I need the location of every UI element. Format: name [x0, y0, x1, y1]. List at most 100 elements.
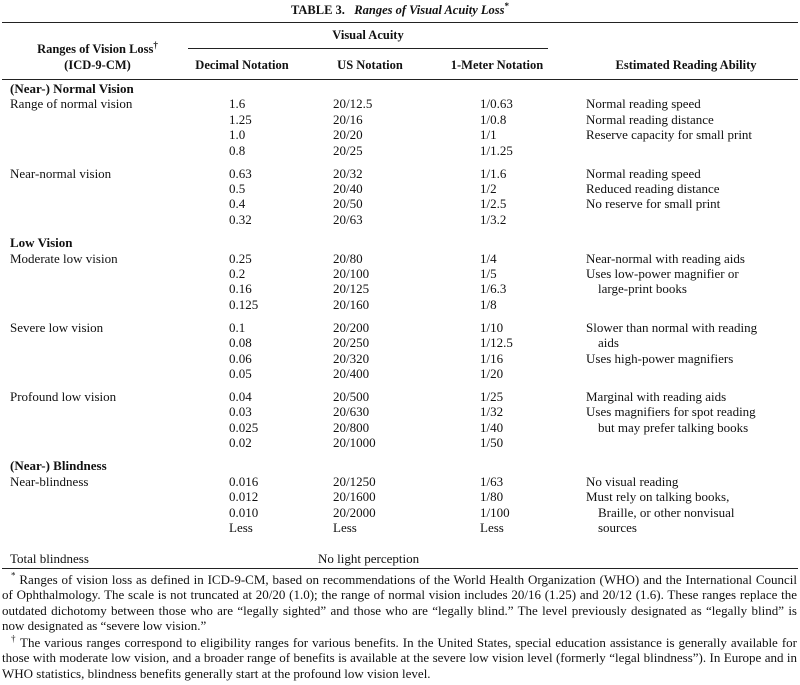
footnote-text: The various ranges correspond to eligibi… [2, 635, 797, 681]
acuity-value: 0.04 [229, 388, 252, 404]
reading-ability: sources [598, 520, 637, 536]
footnote-text: Ranges of vision loss as defined in ICD-… [2, 572, 797, 633]
footnotes: * Ranges of vision loss as defined in IC… [2, 570, 797, 683]
group-label-col: Near-blindness [10, 474, 229, 536]
group: Profound low vision 0.04 0.03 0.025 0.02 20/5… [10, 389, 800, 451]
reading-ability: Must rely on talking books, [586, 489, 730, 505]
group: Severe low vision 0.1 0.08 0.06 0.05 20/200 20… [10, 320, 800, 382]
reading-ability: large-print books [598, 281, 687, 297]
acuity-value: 1.6 [229, 96, 246, 112]
acuity-value: 20/100 [333, 265, 370, 281]
acuity-value: 20/800 [333, 419, 370, 435]
footnote: * Ranges of vision loss as defined in IC… [2, 570, 797, 633]
acuity-value: 1/2 [480, 180, 497, 196]
footnote-ref: † [153, 39, 158, 50]
acuity-value: 0.8 [229, 142, 246, 158]
group-rule [188, 48, 548, 49]
acuity-value: 1/5 [480, 265, 497, 281]
reading-ability: No visual reading [586, 473, 679, 489]
table-label: TABLE 3. [290, 3, 345, 17]
acuity-value: 20/125 [333, 281, 370, 297]
section-name: Low Vision [10, 235, 73, 251]
acuity-col: 0.63 0.5 0.4 0.32 [229, 166, 333, 228]
acuity-col: 20/12.5 20/16 20/20 20/25 [333, 96, 480, 158]
acuity-value: 20/320 [333, 350, 370, 366]
acuity-value: 0.32 [229, 211, 252, 227]
group: Moderate low vision 0.25 0.2 0.16 0.125 20/80… [10, 251, 800, 313]
acuity-value: 0.5 [229, 180, 246, 196]
acuity-value: 0.03 [229, 404, 252, 420]
section-name: (Near-) Normal Vision [10, 81, 134, 96]
acuity-value: 20/12.5 [333, 96, 373, 112]
acuity-value: 1/3.2 [480, 211, 507, 227]
acuity-col: 20/80 20/100 20/125 20/160 [333, 251, 480, 313]
reading-ability: Uses magnifiers for spot reading [586, 404, 756, 420]
reading-ability: aids [598, 335, 619, 351]
acuity-value: 1/32 [480, 404, 504, 420]
reading-ability: Uses high-power magnifiers [586, 350, 734, 366]
reading-col: No visual reading Must rely on talking bo… [586, 474, 734, 536]
acuity-value: 0.010 [229, 504, 259, 520]
group-header: Visual Acuity [332, 28, 404, 42]
group: Range of normal vision 1.6 1.25 1.0 0.8 20/12… [10, 96, 800, 158]
acuity-value: 1/25 [480, 388, 504, 404]
footnote-mark: * [11, 570, 16, 581]
acuity-col: 1/63 1/80 1/100 Less [480, 474, 586, 536]
acuity-col: 1.6 1.25 1.0 0.8 [229, 96, 333, 158]
acuity-col: 0.1 0.08 0.06 0.05 [229, 320, 333, 382]
group-label-col: Range of normal vision [10, 96, 229, 158]
group: Near-normal vision 0.63 0.5 0.4 0.32 20/32 20/… [10, 166, 800, 228]
reading-ability: Near-normal with reading aids [586, 250, 745, 266]
acuity-value: Less [229, 520, 253, 536]
acuity-value: 0.63 [229, 165, 252, 181]
group-label: Profound low vision [10, 388, 117, 404]
acuity-value: 20/250 [333, 335, 370, 351]
header-rule [2, 79, 798, 80]
group-label: Near-blindness [10, 473, 89, 489]
stub-header: Ranges of Vision Loss† (ICD-9-CM) [0, 39, 195, 73]
reading-ability: Normal reading speed [586, 165, 701, 181]
reading-ability: No reserve for small print [586, 196, 721, 212]
acuity-col: 20/1250 20/1600 20/2000 Less [333, 474, 480, 536]
acuity-value: 1/1.25 [480, 142, 513, 158]
acuity-value: Less [333, 520, 357, 536]
acuity-value: 1/40 [480, 419, 504, 435]
reading-ability: Uses low-power magnifier or [586, 265, 739, 281]
reading-ability: Normal reading distance [586, 111, 714, 127]
acuity-value: 1.0 [229, 127, 246, 143]
group-label: Range of normal vision [10, 96, 133, 112]
table-title-text: Ranges of Visual Acuity Loss [354, 3, 505, 17]
acuity-value: 0.012 [229, 489, 259, 505]
acuity-value: 20/1250 [333, 473, 376, 489]
group-label: Severe low vision [10, 319, 104, 335]
acuity-value: 0.025 [229, 419, 259, 435]
acuity-value: 0.1 [229, 319, 246, 335]
reading-col: Near-normal with reading aids Uses low-po… [586, 251, 745, 313]
acuity-value: 1/1.6 [480, 165, 507, 181]
acuity-value: 0.016 [229, 473, 259, 489]
acuity-value: 20/1000 [333, 435, 376, 451]
column-header: US Notation [337, 58, 403, 72]
acuity-value: 20/630 [333, 404, 370, 420]
acuity-value: 1/1 [480, 127, 497, 143]
acuity-value: 1/80 [480, 489, 504, 505]
footnote: † The various ranges correspond to eligi… [2, 634, 797, 681]
total-value: No light perception [318, 551, 420, 566]
acuity-value: 20/160 [333, 296, 370, 312]
acuity-value: 20/63 [333, 211, 363, 227]
acuity-col: 20/500 20/630 20/800 20/1000 [333, 389, 480, 451]
reading-col: Marginal with reading aids Uses magnifier… [586, 389, 756, 451]
column-header: Estimated Reading Ability [615, 58, 757, 72]
table-body: (Near-) Normal Vision Range of normal vis… [10, 81, 800, 543]
reading-col: Normal reading speed Normal reading dista… [586, 96, 752, 158]
acuity-value: 0.125 [229, 296, 259, 312]
acuity-value: 1/0.63 [480, 96, 513, 112]
top-rule [2, 22, 798, 23]
acuity-value: 20/50 [333, 196, 363, 212]
acuity-value: 20/16 [333, 111, 363, 127]
table-title: TABLE 3. Ranges of Visual Acuity Loss* [0, 1, 800, 18]
acuity-value: 0.2 [229, 265, 246, 281]
section: (Near-) Normal Vision Range of normal vis… [10, 81, 800, 227]
reading-col: Normal reading speed Reduced reading dist… [586, 166, 720, 228]
